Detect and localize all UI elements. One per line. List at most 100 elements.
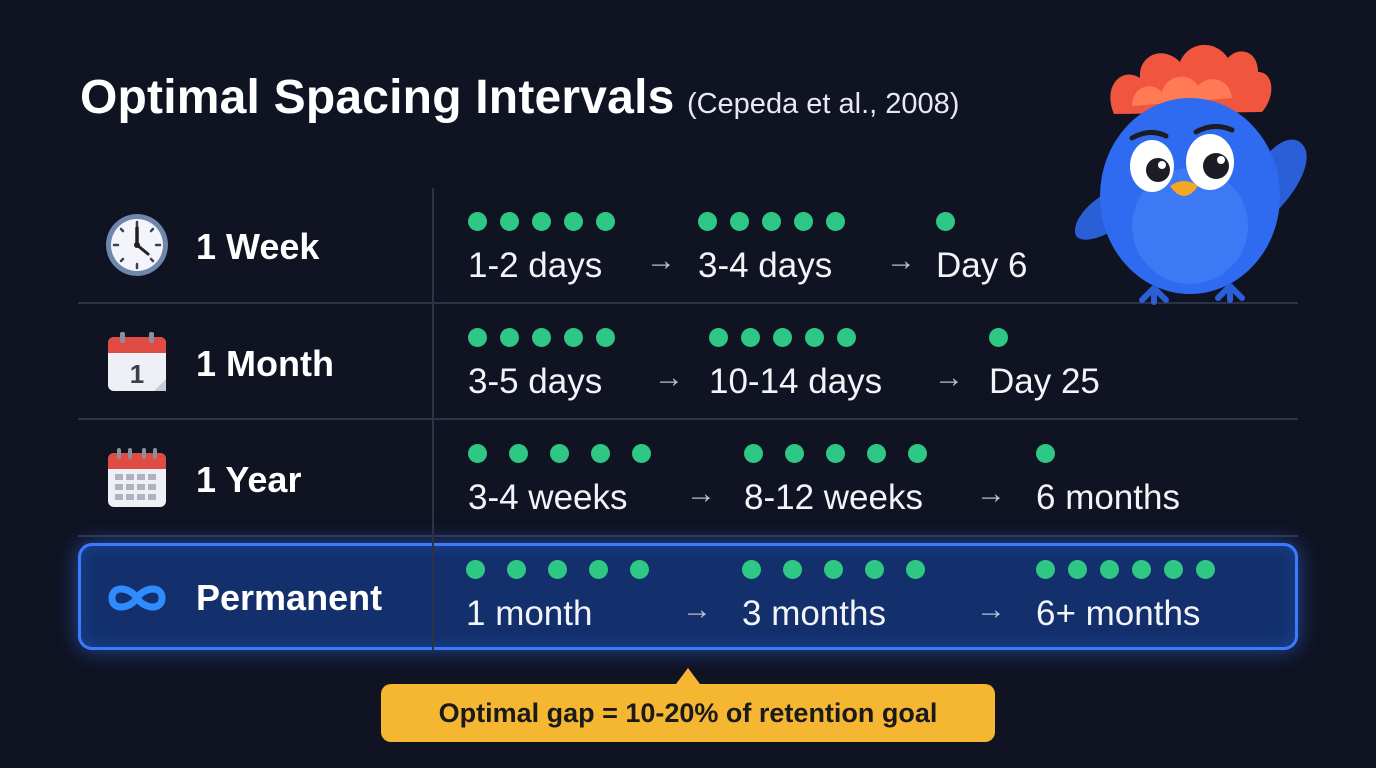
row-divider [78,418,1298,420]
frequency-dots [468,444,673,468]
blue-bird-mascot-icon [1075,44,1307,305]
row-label: 1 Month [196,343,334,384]
frequency-dot [1132,560,1151,579]
frequency-dot [532,328,551,347]
interval-step-text: 1 month [466,594,593,633]
frequency-dot [630,560,649,579]
frequency-dot [550,444,569,463]
clock-icon [106,214,168,276]
frequency-dot [773,328,792,347]
column-divider [432,188,434,650]
frequency-dot [794,212,813,231]
frequency-dot [548,560,567,579]
frequency-dots [466,560,671,584]
frequency-dots [742,560,947,584]
frequency-dot [709,328,728,347]
frequency-dot [500,328,519,347]
callout-badge: Optimal gap = 10-20% of retention goal [381,684,995,742]
frequency-dot [837,328,856,347]
frequency-dot [762,212,781,231]
frequency-dot [742,560,761,579]
interval-step: 6+ months [1036,560,1228,634]
arrow-icon: → [682,593,712,626]
frequency-dot [591,444,610,463]
calendar-grid-icon [108,448,166,507]
arrow-icon: → [934,361,964,394]
frequency-dot [824,560,843,579]
frequency-dots [698,212,858,236]
row-label: 1 Week [196,226,320,267]
frequency-dots [1036,444,1180,468]
page-title: Optimal Spacing Intervals (Cepeda et al.… [80,70,959,125]
calendar-day-number: 1 [130,359,144,389]
frequency-dot [1100,560,1119,579]
arrow-icon: → [886,244,916,277]
interval-row-permanent: Permanent 1 month → 3 months → 6+ months [78,543,1298,650]
interval-step-text: 8-12 weeks [744,478,923,517]
title-main: Optimal Spacing Intervals [80,71,675,124]
frequency-dot [632,444,651,463]
frequency-dot [468,328,487,347]
interval-step-text: 6 months [1036,478,1180,517]
frequency-dot [596,212,615,231]
infinity-icon [108,585,166,611]
interval-step-text: 1-2 days [468,246,603,285]
row-label: 1 Year [196,459,302,500]
frequency-dots [989,328,1100,352]
interval-step: 3-5 days [468,328,628,402]
frequency-dot [826,444,845,463]
frequency-dot [500,212,519,231]
frequency-dots [936,212,1027,236]
interval-step: 3 months [742,560,947,634]
interval-step-text: 3-4 weeks [468,478,628,517]
frequency-dots [468,212,628,236]
arrow-icon: → [976,477,1006,510]
row-divider [78,302,1298,304]
frequency-dot [989,328,1008,347]
frequency-dot [564,328,583,347]
frequency-dot [596,328,615,347]
interval-step-text: Day 6 [936,246,1028,285]
frequency-dot [906,560,925,579]
arrow-icon: → [654,361,684,394]
frequency-dot [865,560,884,579]
interval-step-text: 3-4 days [698,246,833,285]
frequency-dot [466,560,485,579]
interval-step-text: 10-14 days [709,362,883,401]
frequency-dot [867,444,886,463]
interval-step: 8-12 weeks [744,444,949,518]
interval-step-text: 6+ months [1036,594,1201,633]
frequency-dot [1036,560,1055,579]
interval-row-1-week: 1 Week 1-2 days → 3-4 days → Day 6 [78,188,1298,304]
highlight-frame [78,543,1298,650]
frequency-dot [1164,560,1183,579]
frequency-dots [709,328,882,352]
interval-step-text: 3-5 days [468,362,603,401]
frequency-dot [698,212,717,231]
interval-step: 1 month [466,560,671,634]
row-label: Permanent [196,577,383,618]
interval-step: 6 months [1036,444,1180,518]
arrow-icon: → [976,593,1006,626]
row-divider [78,535,1298,537]
arrow-icon: → [646,244,676,277]
interval-row-1-year: 1 Year 3-4 weeks → 8-12 weeks → 6 months [78,421,1298,537]
arrow-icon: → [686,477,716,510]
interval-step: 10-14 days [709,328,882,402]
frequency-dots [468,328,628,352]
frequency-dot [507,560,526,579]
interval-step-text: 3 months [742,594,886,633]
frequency-dot [509,444,528,463]
frequency-dot [936,212,955,231]
frequency-dot [785,444,804,463]
frequency-dot [1036,444,1055,463]
frequency-dot [589,560,608,579]
frequency-dots [744,444,949,468]
interval-step: 3-4 weeks [468,444,673,518]
interval-step: Day 25 [989,328,1100,402]
frequency-dot [468,444,487,463]
frequency-dot [564,212,583,231]
frequency-dot [783,560,802,579]
interval-step: 1-2 days [468,212,628,286]
frequency-dot [744,444,763,463]
